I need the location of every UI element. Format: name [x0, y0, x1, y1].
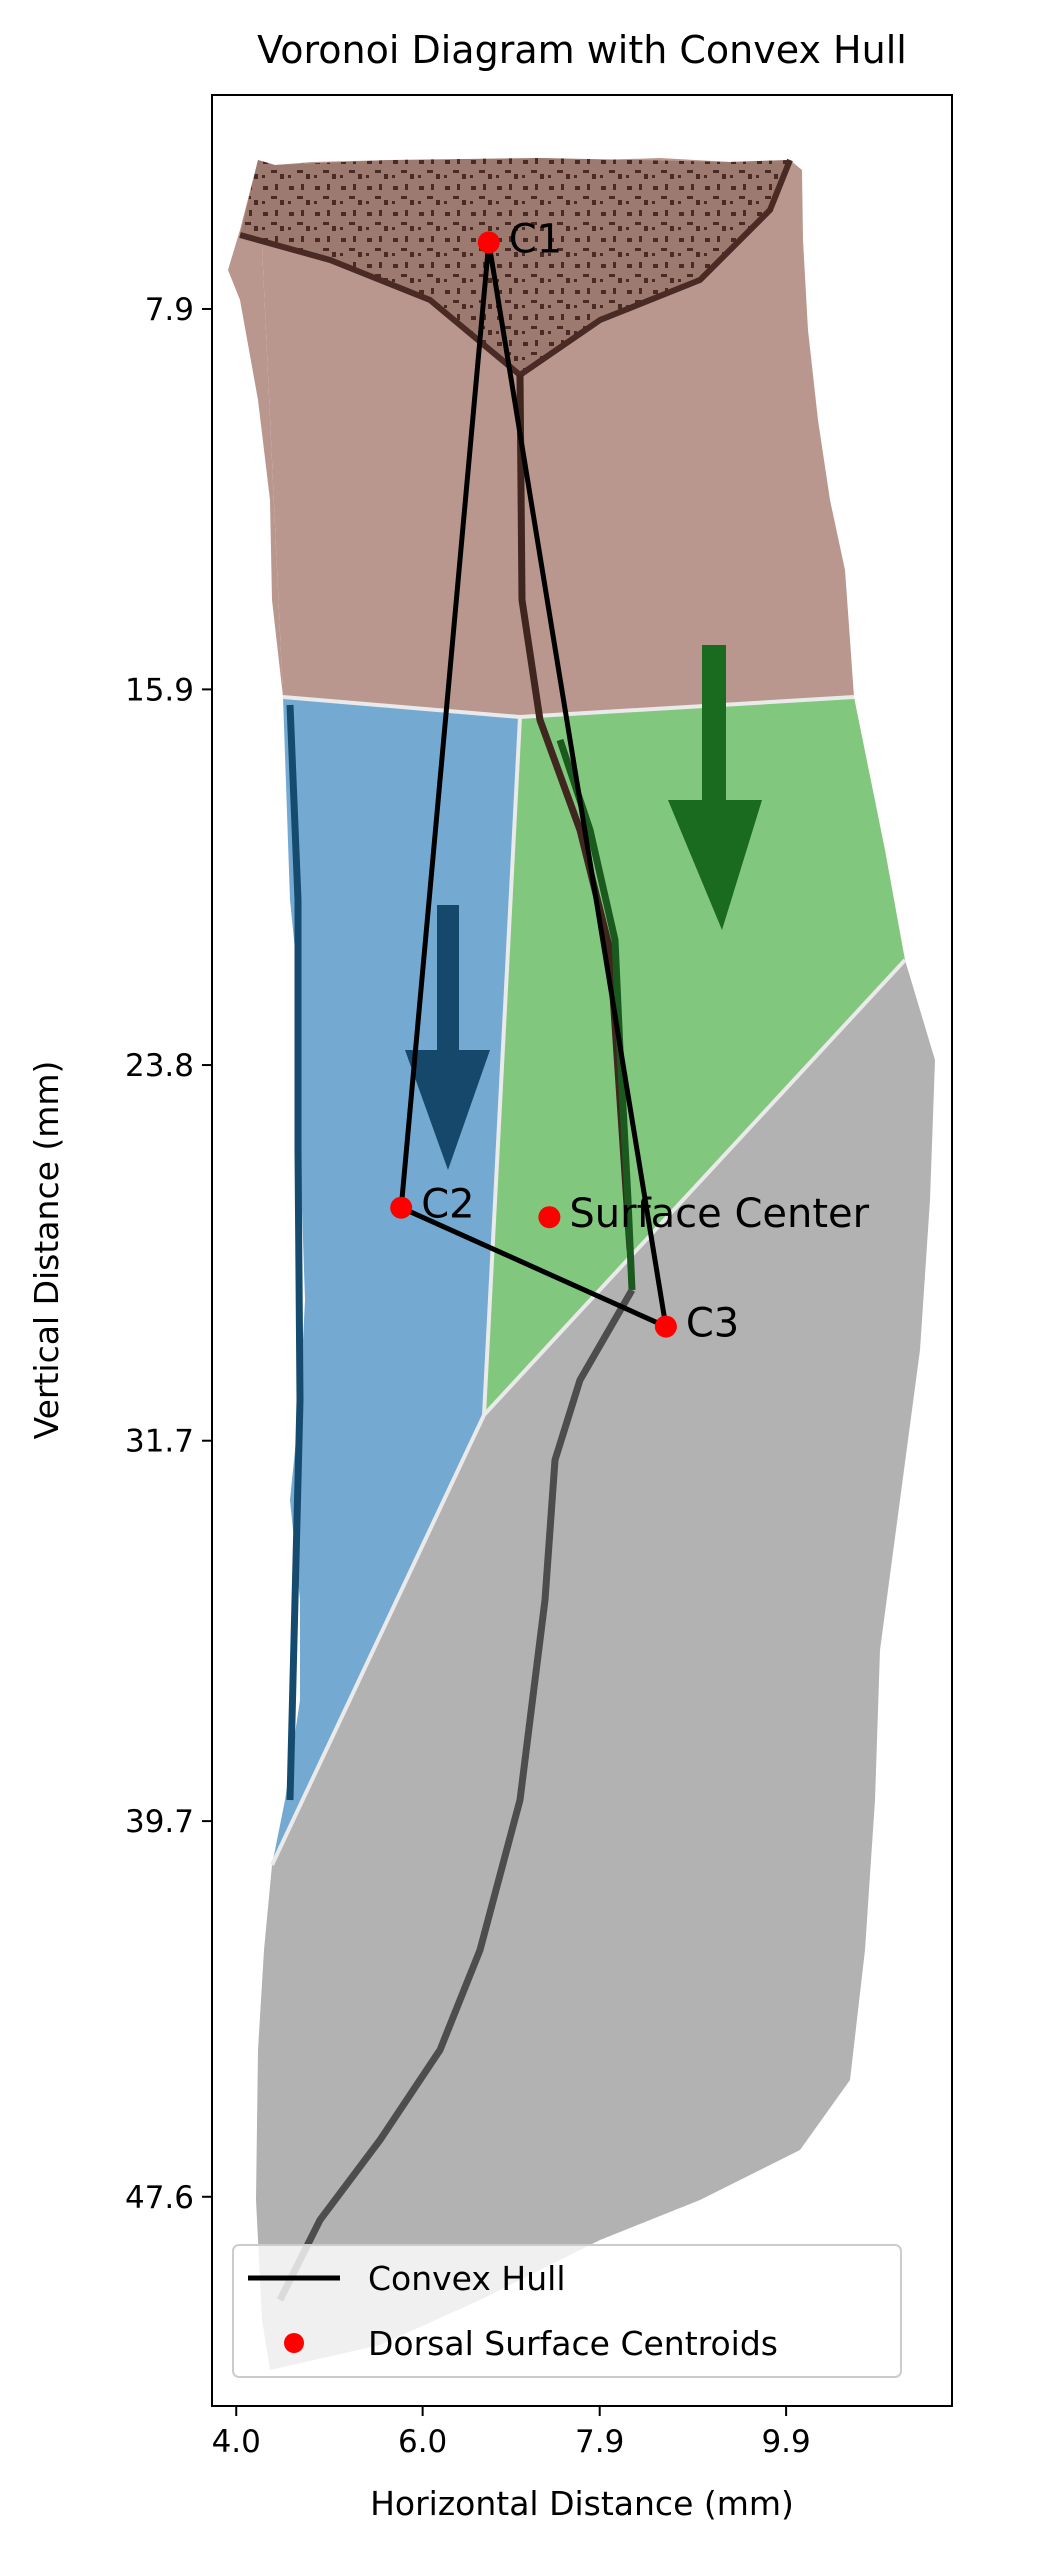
axes-frame [211, 94, 953, 2407]
x-tick-label-1: 6.0 [398, 2424, 447, 2460]
legend-entry-centroids: Dorsal Surface Centroids [368, 2324, 778, 2363]
arrow-c2 [405, 905, 490, 1170]
x-axis-label: Horizontal Distance (mm) [370, 2484, 794, 2523]
centroid-points: C1 C2 C3 Surface Center [390, 216, 870, 1347]
voronoi-region-c1-left [228, 160, 283, 697]
arrow-c3 [668, 645, 762, 930]
y-tick-label-5: 47.6 [125, 2180, 194, 2216]
point-c3 [654, 1315, 677, 1338]
y-tick-label-2: 23.8 [125, 1048, 194, 1084]
x-tick-label-2: 7.9 [575, 2424, 624, 2460]
point-c1 [477, 231, 500, 254]
hull-edge-1 [398, 1205, 669, 1330]
legend-entry-convex-hull: Convex Hull [368, 2259, 565, 2298]
hull-edge-0 [398, 239, 492, 1211]
point-c2 [390, 1196, 413, 1219]
y-tick-label-1: 15.9 [125, 672, 194, 708]
legend-dot-marker [284, 2333, 304, 2353]
point-label-2: C3 [686, 1301, 739, 1347]
point-label-0: C1 [509, 216, 562, 262]
y-axis-ticks: 7.9 15.9 23.8 31.7 39.7 47.6 [125, 292, 212, 2216]
point-label-3: Surface Center [569, 1191, 869, 1237]
cap-outline [239, 158, 793, 379]
x-axis-ticks: 4.0 6.0 7.9 9.9 [212, 2406, 811, 2460]
convex-hull [398, 239, 669, 1330]
y-tick-label-0: 7.9 [145, 292, 194, 328]
legend-box [232, 2244, 902, 2378]
legend: Convex Hull Dorsal Surface Centroids [232, 2244, 902, 2378]
point-surface-center [538, 1206, 561, 1229]
bone-lines [276, 374, 636, 2302]
chart-title: Voronoi Diagram with Convex Hull [257, 28, 907, 72]
x-tick-label-0: 4.0 [212, 2424, 261, 2460]
x-tick-label-3: 9.9 [761, 2424, 810, 2460]
voronoi-region-gray [256, 960, 935, 2370]
voronoi-edges [270, 695, 907, 1866]
plot-area: C1 C2 C3 Surface Center [228, 158, 935, 2370]
speckle-texture [240, 158, 790, 375]
voronoi-region-c1 [258, 158, 854, 717]
y-axis-label: Vertical Distance (mm) [27, 1061, 66, 1440]
point-label-1: C2 [421, 1182, 474, 1228]
y-tick-label-4: 39.7 [125, 1804, 194, 1840]
y-tick-label-3: 31.7 [125, 1424, 194, 1460]
hull-edge-2 [486, 239, 669, 1330]
